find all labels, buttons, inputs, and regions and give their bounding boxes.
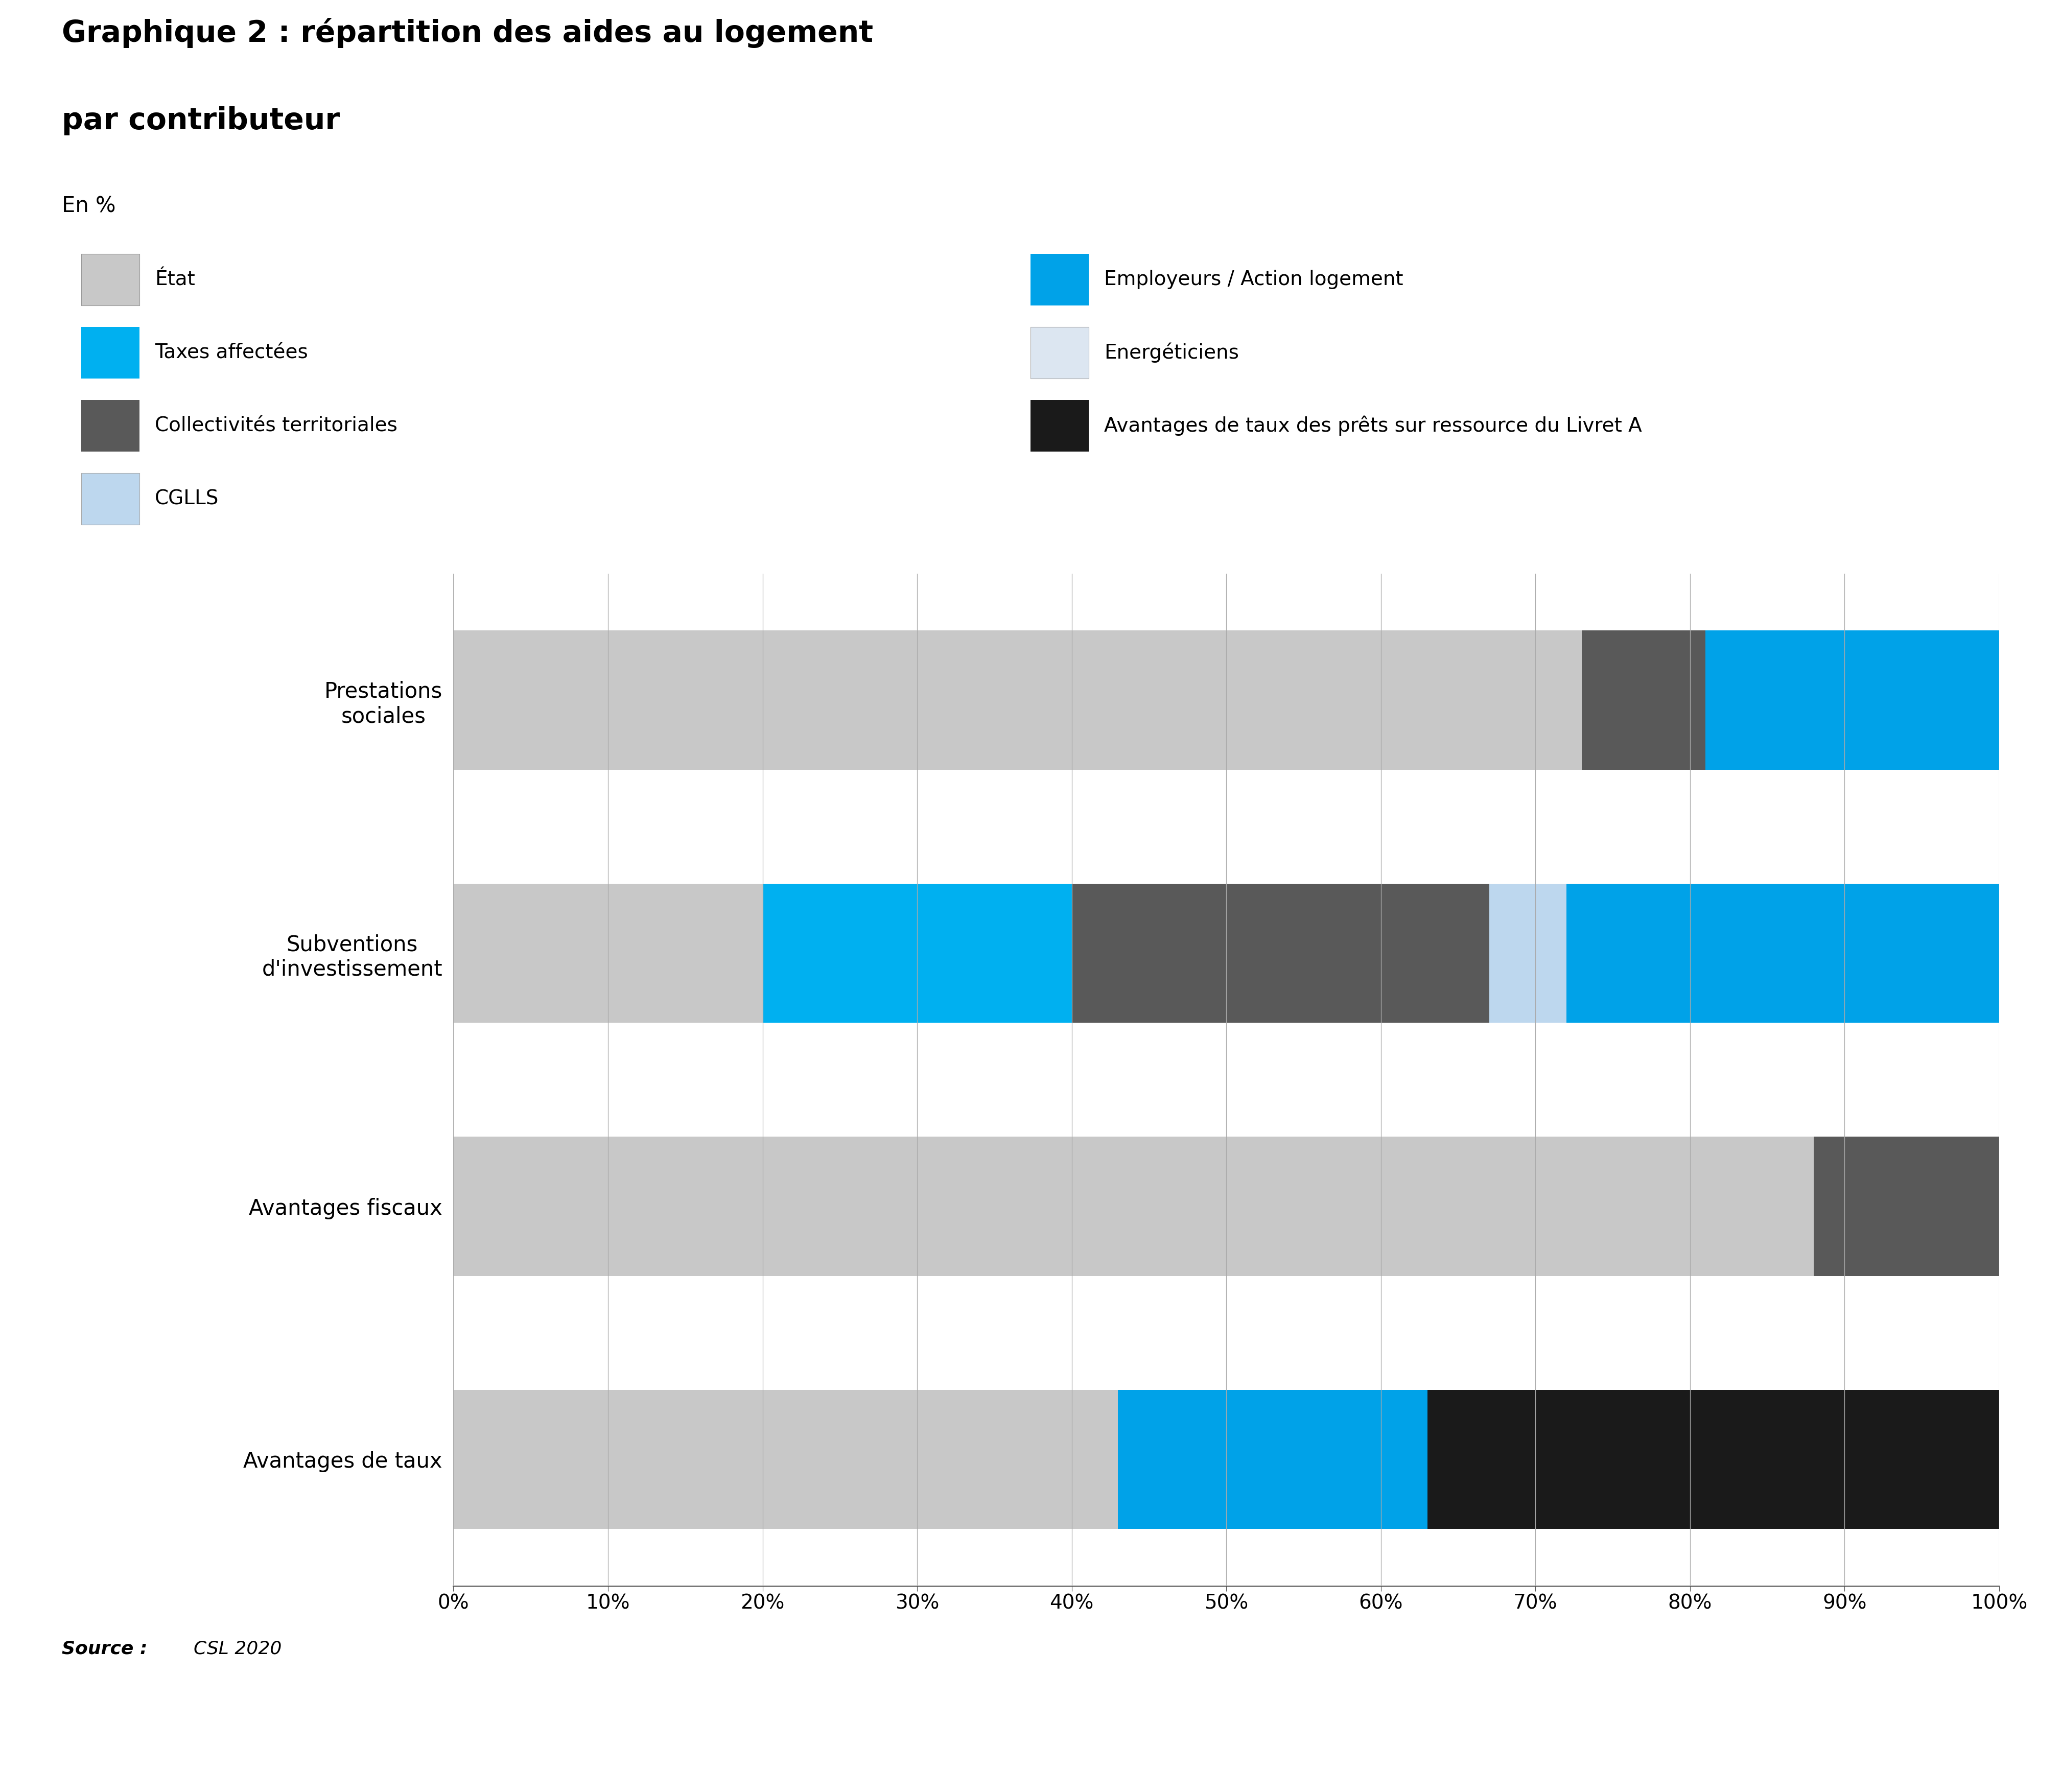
- Bar: [1119, 1391, 1428, 1529]
- Text: Avantages de taux des prêts sur ressource du Livret A: Avantages de taux des prêts sur ressourc…: [1105, 416, 1643, 435]
- Bar: [1030, 400, 1088, 452]
- Text: CSL 2020: CSL 2020: [194, 1640, 282, 1658]
- Bar: [1707, 631, 1999, 769]
- Bar: [1488, 883, 1566, 1023]
- Bar: [453, 631, 1583, 769]
- Bar: [80, 473, 140, 525]
- Text: Employeurs / Action logement: Employeurs / Action logement: [1105, 271, 1404, 289]
- Text: Source :: Source :: [62, 1640, 155, 1658]
- Bar: [453, 1136, 1814, 1276]
- Bar: [1428, 1391, 1999, 1529]
- Bar: [80, 254, 140, 305]
- Bar: [1072, 883, 1488, 1023]
- Bar: [1030, 254, 1088, 305]
- Text: CGLLS: CGLLS: [155, 489, 218, 509]
- Text: Collectivités territoriales: Collectivités territoriales: [155, 416, 398, 435]
- Text: par contributeur: par contributeur: [62, 106, 340, 136]
- Text: Taxes affectées: Taxes affectées: [155, 342, 307, 362]
- Bar: [453, 883, 763, 1023]
- Text: En %: En %: [62, 195, 115, 217]
- Bar: [1566, 883, 1999, 1023]
- Bar: [763, 883, 1072, 1023]
- Bar: [1814, 1136, 1999, 1276]
- Bar: [1030, 326, 1088, 378]
- Text: Energéticiens: Energéticiens: [1105, 342, 1239, 362]
- Bar: [453, 1391, 1119, 1529]
- Text: État: État: [155, 271, 196, 289]
- Bar: [80, 326, 140, 378]
- Bar: [1583, 631, 1707, 769]
- Bar: [80, 400, 140, 452]
- Text: Graphique 2 : répartition des aides au logement: Graphique 2 : répartition des aides au l…: [62, 18, 874, 48]
